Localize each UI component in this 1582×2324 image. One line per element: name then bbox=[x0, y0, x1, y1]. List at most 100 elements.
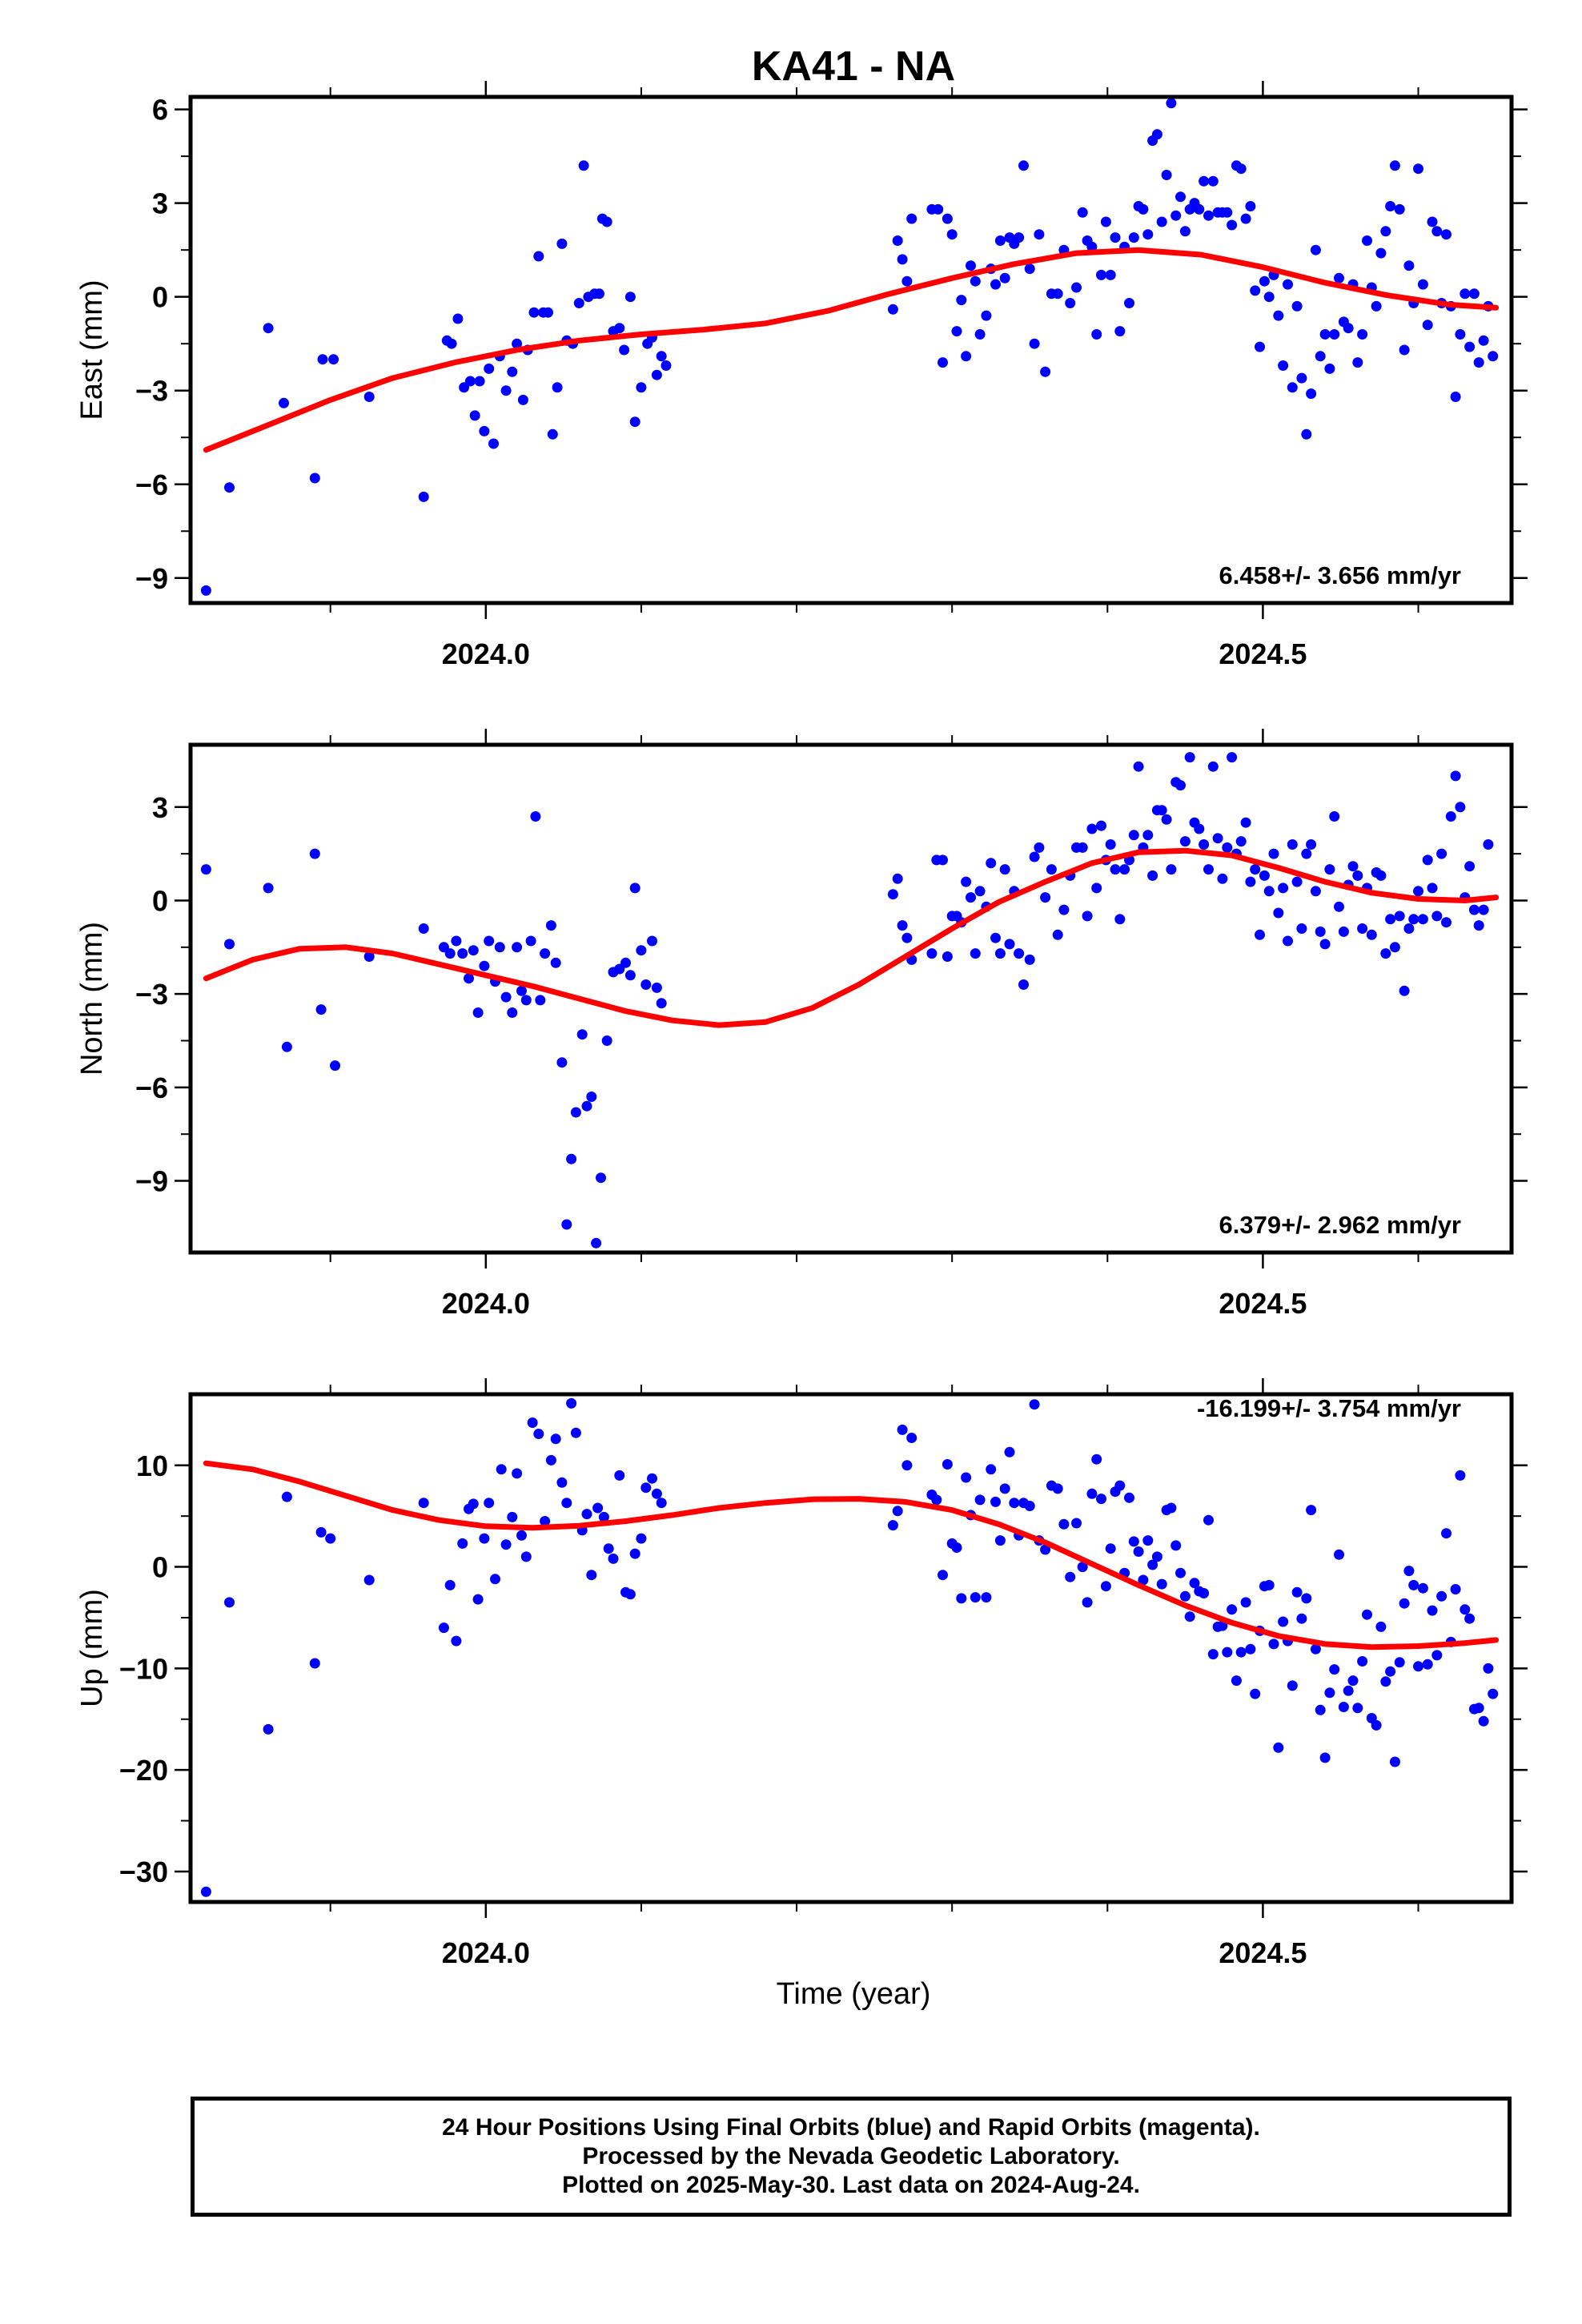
data-point bbox=[1114, 914, 1126, 925]
data-point bbox=[1024, 263, 1035, 275]
data-point bbox=[970, 948, 981, 959]
data-point bbox=[1227, 1604, 1238, 1615]
data-point bbox=[1018, 979, 1029, 990]
data-point bbox=[1058, 1518, 1070, 1530]
data-point bbox=[887, 304, 898, 315]
data-point bbox=[1077, 842, 1088, 853]
data-point bbox=[1450, 770, 1461, 782]
data-point bbox=[550, 957, 561, 968]
data-point bbox=[1352, 1703, 1363, 1714]
data-point bbox=[1100, 216, 1111, 227]
footer-line-1: 24 Hour Positions Using Final Orbits (bl… bbox=[442, 2114, 1260, 2141]
data-point bbox=[1287, 1680, 1298, 1691]
data-point bbox=[1096, 820, 1106, 831]
data-point bbox=[315, 1526, 327, 1538]
data-point bbox=[520, 995, 532, 1006]
data-point bbox=[479, 425, 490, 436]
data-point bbox=[578, 160, 589, 171]
data-point bbox=[556, 1477, 568, 1488]
data-points bbox=[200, 752, 1494, 1248]
data-point bbox=[656, 351, 667, 362]
data-point bbox=[1128, 232, 1139, 243]
data-point bbox=[457, 1538, 468, 1549]
data-point bbox=[1352, 870, 1363, 881]
panel-2: 2024.0 2024.5 3 0 −3 −6 −9 North (mm) 6.379+/- 2… bbox=[75, 729, 1528, 1320]
data-point bbox=[1166, 1502, 1177, 1514]
data-point bbox=[636, 382, 647, 393]
data-point bbox=[533, 1429, 544, 1439]
data-point bbox=[961, 351, 972, 362]
data-point bbox=[1375, 870, 1387, 881]
data-point bbox=[1403, 923, 1415, 934]
data-point bbox=[1306, 839, 1317, 850]
data-point bbox=[1306, 1505, 1317, 1516]
data-point bbox=[472, 1007, 484, 1018]
data-point bbox=[1417, 1582, 1428, 1594]
data-point bbox=[530, 811, 541, 822]
data-point bbox=[1441, 229, 1452, 240]
data-point bbox=[472, 1594, 484, 1605]
data-point bbox=[1380, 1676, 1391, 1687]
data-point bbox=[601, 1035, 612, 1046]
data-point bbox=[1105, 269, 1116, 280]
data-point bbox=[1071, 1518, 1082, 1529]
data-point bbox=[1408, 914, 1419, 925]
data-point bbox=[1217, 873, 1228, 884]
footer-line-2: Processed by the Nevada Geodetic Laborat… bbox=[582, 2143, 1120, 2169]
data-point bbox=[1413, 1661, 1423, 1672]
data-point bbox=[1399, 344, 1410, 356]
data-point bbox=[444, 1579, 456, 1590]
data-point bbox=[938, 357, 948, 368]
fit-curve bbox=[203, 1460, 1500, 1651]
data-point bbox=[1082, 1597, 1093, 1608]
y-tick-label: 6 bbox=[152, 94, 168, 127]
data-point bbox=[970, 1592, 981, 1603]
data-point bbox=[1273, 907, 1284, 919]
data-point bbox=[1184, 752, 1195, 763]
data-point bbox=[1250, 285, 1261, 296]
data-point bbox=[1142, 1535, 1154, 1546]
footer-box: 24 Hour Positions Using Final Orbits (bl… bbox=[191, 2097, 1512, 2217]
data-point bbox=[1231, 1675, 1242, 1687]
data-point bbox=[1263, 1579, 1275, 1590]
data-point bbox=[1455, 802, 1466, 813]
y-tick-label: −9 bbox=[135, 562, 168, 595]
y-ticks: 10 0 −10 −20 −30 bbox=[119, 1449, 1528, 1888]
data-point bbox=[624, 970, 636, 981]
data-point bbox=[1018, 160, 1029, 171]
data-point bbox=[1291, 300, 1303, 312]
data-point bbox=[1245, 201, 1256, 211]
data-point bbox=[566, 1153, 577, 1164]
data-point bbox=[986, 858, 997, 869]
data-point bbox=[566, 1397, 577, 1409]
data-point bbox=[1334, 901, 1344, 912]
data-point bbox=[636, 945, 647, 956]
data-point bbox=[1133, 761, 1144, 772]
data-point bbox=[1240, 213, 1251, 224]
data-point bbox=[507, 1511, 518, 1522]
data-point bbox=[1422, 1659, 1433, 1670]
data-point bbox=[897, 254, 908, 265]
data-point bbox=[1362, 235, 1372, 246]
data-point bbox=[1357, 329, 1368, 340]
data-point bbox=[263, 323, 274, 334]
data-point bbox=[1291, 1586, 1303, 1598]
data-point bbox=[1207, 175, 1219, 187]
velocity-rate-label: 6.458+/- 3.656 mm/yr bbox=[1219, 561, 1461, 589]
data-point bbox=[573, 298, 584, 308]
data-point bbox=[547, 428, 558, 440]
data-point bbox=[535, 995, 546, 1006]
data-point bbox=[550, 1433, 561, 1445]
data-point bbox=[1343, 1685, 1354, 1696]
data-point bbox=[1194, 203, 1205, 215]
panel-frame bbox=[188, 94, 1514, 605]
y-tick-label: −10 bbox=[119, 1652, 168, 1685]
data-point bbox=[1199, 839, 1210, 850]
data-point bbox=[1436, 1590, 1447, 1602]
data-point bbox=[1468, 904, 1480, 915]
data-point bbox=[1071, 282, 1082, 293]
data-point bbox=[1058, 904, 1070, 915]
data-point bbox=[556, 238, 568, 249]
data-point bbox=[1310, 244, 1321, 255]
